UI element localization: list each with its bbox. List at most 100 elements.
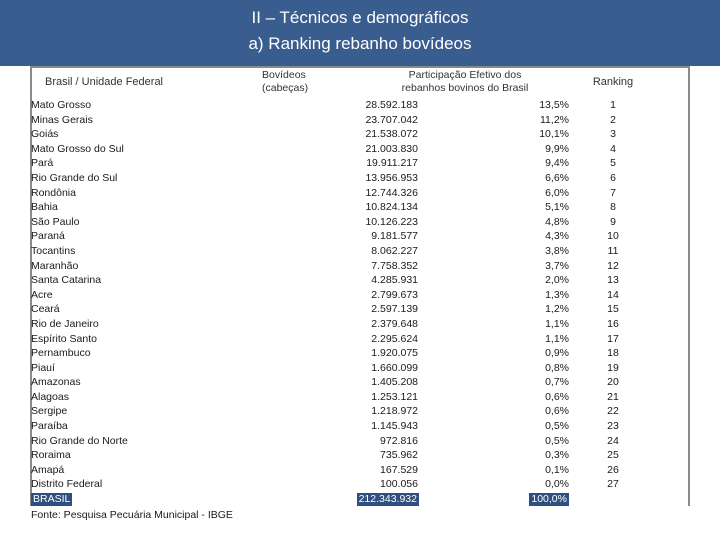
table-row: Ceará 2.597.139 1,2% 15	[31, 302, 691, 317]
cell-rank: 15	[607, 303, 619, 316]
cell-rank: 11	[607, 244, 619, 257]
cell-rank: 1	[610, 99, 616, 111]
cell-herd: 9.181.577	[371, 230, 418, 243]
cell-rank: 3	[610, 128, 616, 141]
cell-rank: 10	[607, 230, 619, 243]
header-rank: Ranking	[592, 76, 634, 88]
cell-rank: 25	[607, 449, 619, 462]
cell-share: 6,6%	[545, 171, 569, 184]
cell-share: 0,6%	[545, 390, 569, 403]
table-row: Mato Grosso 28.592.183 13,5% 1	[31, 98, 691, 113]
cell-share: 3,8%	[545, 244, 569, 257]
cell-state: Pernambuco	[31, 347, 91, 360]
table-row: Roraima 735.962 0,3% 25	[31, 448, 691, 463]
cell-herd: 1.145.943	[371, 420, 418, 433]
cell-state: Distrito Federal	[31, 478, 103, 491]
total-state: BRASIL	[31, 493, 73, 506]
cell-share: 0,7%	[545, 376, 569, 389]
cell-herd: 13.956.953	[365, 171, 418, 184]
cell-rank: 19	[607, 361, 619, 374]
cell-share: 2,0%	[545, 274, 569, 287]
table-row: Sergipe 1.218.972 0,6% 22	[31, 404, 691, 419]
cell-herd: 4.285.931	[371, 274, 418, 287]
cell-share: 9,4%	[545, 157, 569, 170]
table-frame	[30, 66, 690, 506]
header-herd: Bovídeos (cabeças)	[262, 69, 309, 94]
cell-herd: 21.538.072	[365, 128, 418, 141]
cell-herd: 972.816	[380, 434, 418, 447]
table-row: Bahia 10.824.134 5,1% 8	[31, 200, 691, 215]
cell-share: 4,8%	[545, 215, 569, 228]
cell-state: São Paulo	[31, 215, 80, 228]
cell-herd: 12.744.326	[365, 186, 418, 199]
title-banner: II – Técnicos e demográficos a) Ranking …	[0, 0, 720, 66]
cell-state: Minas Gerais	[31, 113, 93, 126]
cell-herd: 2.799.673	[371, 288, 418, 301]
cell-rank: 23	[607, 420, 619, 433]
cell-rank: 6	[610, 171, 616, 184]
title-line-2: a) Ranking rebanho bovídeos	[248, 34, 472, 53]
table-body: Mato Grosso 28.592.183 13,5% 1 Minas Gerais 2…	[31, 98, 691, 492]
cell-state: Tocantins	[31, 244, 76, 257]
cell-share: 0,5%	[545, 434, 569, 447]
cell-share: 0,6%	[545, 405, 569, 418]
cell-state: Amazonas	[31, 376, 81, 389]
cell-rank: 9	[610, 215, 616, 228]
cell-share: 6,0%	[545, 186, 569, 199]
cell-share: 3,7%	[545, 259, 569, 272]
cell-share: 11,2%	[540, 113, 569, 126]
cell-rank: 18	[607, 347, 619, 360]
cell-herd: 2.597.139	[371, 303, 418, 316]
table-row: Rio Grande do Sul 13.956.953 6,6% 6	[31, 171, 691, 186]
cell-state: Roraima	[31, 449, 71, 462]
table-row: Paraíba 1.145.943 0,5% 23	[31, 419, 691, 434]
cell-state: Acre	[31, 288, 53, 301]
table-row: Paraná 9.181.577 4,3% 10	[31, 229, 691, 244]
cell-state: Rio de Janeiro	[31, 317, 99, 330]
cell-rank: 26	[607, 463, 619, 476]
header-state: Brasil / Unidade Federal	[45, 76, 164, 88]
cell-state: Ceará	[31, 303, 60, 316]
table-row: Rio de Janeiro 2.379.648 1,1% 16	[31, 317, 691, 332]
table-row: Piauí 1.660.099 0,8% 19	[31, 361, 691, 376]
cell-share: 0,8%	[545, 361, 569, 374]
cell-share: 1,1%	[545, 317, 569, 330]
cell-state: Rio Grande do Sul	[31, 171, 118, 184]
cell-share: 10,1%	[539, 128, 569, 141]
cell-share: 1,2%	[545, 303, 569, 316]
cell-herd: 1.218.972	[371, 405, 418, 418]
cell-herd: 10.824.134	[365, 201, 418, 214]
cell-herd: 735.962	[380, 449, 418, 462]
cell-state: Amapá	[31, 463, 65, 476]
table-row: Amazonas 1.405.208 0,7% 20	[31, 375, 691, 390]
cell-state: Paraná	[31, 230, 65, 243]
cell-rank: 17	[607, 332, 619, 345]
cell-rank: 16	[607, 317, 619, 330]
cell-rank: 22	[607, 405, 619, 418]
table-row: Goiás 21.538.072 10,1% 3	[31, 127, 691, 142]
cell-herd: 19.911.217	[366, 157, 418, 170]
cell-state: Goiás	[31, 128, 59, 141]
total-share: 100,0%	[529, 493, 569, 506]
table-row: Espírito Santo 2.295.624 1,1% 17	[31, 332, 691, 347]
cell-herd: 100.056	[380, 478, 418, 491]
cell-herd: 2.379.648	[371, 317, 418, 330]
cell-state: Maranhão	[31, 259, 79, 272]
cell-share: 1,1%	[545, 332, 569, 345]
cell-share: 0,1%	[545, 463, 569, 476]
cell-state: Espírito Santo	[31, 332, 97, 345]
table-row: Tocantins 8.062.227 3,8% 11	[31, 244, 691, 259]
total-herd: 212.343.932	[356, 493, 419, 506]
cell-share: 13,5%	[539, 99, 569, 111]
cell-rank: 21	[607, 390, 619, 403]
cell-rank: 8	[610, 201, 616, 214]
cell-herd: 21.003.830	[365, 142, 418, 155]
cell-herd: 7.758.352	[371, 259, 418, 272]
title-line-1: II – Técnicos e demográficos	[251, 8, 469, 27]
cell-share: 0,0%	[545, 478, 569, 491]
cell-rank: 2	[610, 113, 616, 126]
cell-rank: 4	[610, 142, 616, 155]
cell-rank: 12	[607, 259, 619, 272]
cell-share: 9,9%	[545, 142, 569, 155]
cell-share: 0,9%	[545, 347, 569, 360]
